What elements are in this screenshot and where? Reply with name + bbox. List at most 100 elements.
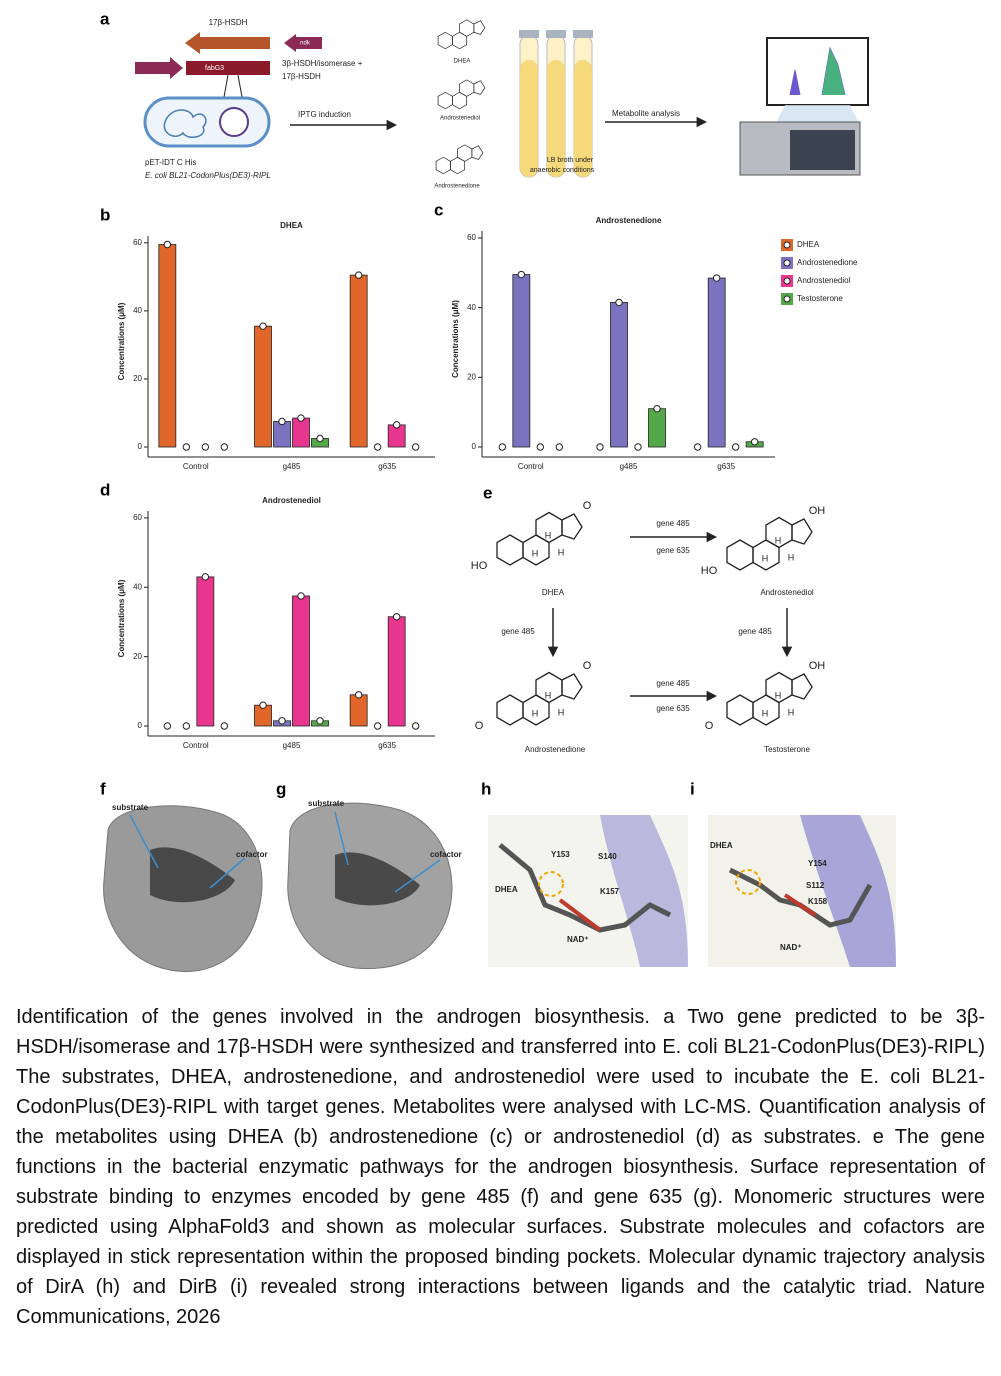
- point: [536, 443, 545, 451]
- arrow-label: gene 485: [656, 679, 690, 688]
- atom-label: H: [545, 690, 552, 700]
- bar: [648, 408, 666, 448]
- legend-marker: [783, 295, 791, 303]
- bar: [196, 576, 215, 727]
- point: [163, 722, 172, 730]
- molecule: [437, 19, 486, 50]
- ligand: [498, 843, 672, 933]
- pointer: [394, 859, 441, 893]
- structure-label: cofactor: [430, 850, 462, 859]
- bar: [387, 616, 406, 727]
- point: [316, 717, 324, 725]
- atom-label: HO: [471, 560, 488, 572]
- tube-fill: [547, 60, 565, 177]
- bar: [349, 694, 368, 727]
- atom-label: O: [583, 500, 592, 512]
- structure-panels: f substrate cofactor g substrate cofacto…: [100, 779, 896, 972]
- chart-title: Androstenediol: [262, 496, 321, 505]
- panel-letter: i: [690, 779, 695, 798]
- chart-title: DHEA: [280, 221, 303, 230]
- point: [555, 443, 564, 451]
- point: [498, 443, 507, 451]
- point: [634, 443, 642, 451]
- gene-label: fabG3: [205, 65, 224, 72]
- panel-letter: e: [483, 483, 492, 502]
- instrument-panel: [790, 130, 855, 170]
- point: [517, 270, 526, 279]
- residue-label: DHEA: [495, 885, 518, 894]
- y-tick-label: 20: [133, 374, 142, 383]
- structure-label: cofactor: [236, 850, 268, 859]
- molecule-label: Androstenediol: [760, 588, 814, 597]
- residue-label: Y154: [808, 859, 827, 868]
- point: [259, 701, 267, 709]
- point: [373, 722, 382, 730]
- atom-label: H: [558, 707, 565, 717]
- molecule: [496, 671, 583, 726]
- point: [653, 404, 661, 413]
- x-tick-label: g485: [283, 462, 301, 471]
- plasmid: [219, 107, 249, 137]
- pointer: [129, 814, 159, 869]
- ligand: [558, 898, 602, 932]
- highlight: [735, 869, 761, 895]
- atom-label: O: [583, 660, 592, 672]
- molecule: [726, 516, 813, 571]
- point: [220, 722, 229, 730]
- molecule-label: Androstenedione: [525, 745, 586, 754]
- point: [220, 443, 229, 451]
- chart: c Androstenedione Concentrations (μM) 0 20 40…: [434, 200, 858, 471]
- x-tick-label: g485: [620, 462, 638, 471]
- point: [201, 443, 210, 451]
- y-tick-label: 40: [133, 582, 142, 591]
- y-tick-label: 60: [467, 233, 476, 242]
- arrow-label: gene 485: [501, 627, 535, 636]
- panel-letter: a: [100, 9, 110, 28]
- point: [297, 414, 305, 422]
- point: [182, 722, 191, 730]
- residue-label: S140: [598, 852, 617, 861]
- tubes: [519, 30, 593, 178]
- atom-label: H: [558, 547, 565, 557]
- pointer: [209, 857, 246, 889]
- atom-label: OH: [809, 660, 826, 672]
- tube-fill: [520, 60, 538, 177]
- step-label: Metabolite analysis: [612, 109, 680, 118]
- pocket: [335, 852, 420, 906]
- x-tick-label: Control: [183, 462, 209, 471]
- bar: [610, 302, 628, 448]
- cell: [143, 96, 271, 148]
- panel-letter: f: [100, 779, 106, 798]
- molecule-label: Androstenediol: [440, 116, 480, 122]
- molecule: [437, 79, 486, 110]
- molecule: [496, 511, 583, 566]
- point: [731, 443, 740, 451]
- bar: [292, 417, 310, 448]
- point: [411, 722, 420, 730]
- step-label: IPTG induction: [298, 110, 351, 119]
- panel-letter: b: [100, 205, 110, 224]
- panel-letter: d: [100, 480, 110, 499]
- x-tick-label: g485: [283, 741, 301, 750]
- bar: [254, 325, 272, 448]
- molecule: [726, 671, 813, 726]
- point: [278, 417, 286, 426]
- arrow-label: gene 485: [656, 519, 690, 528]
- atom-label: H: [762, 708, 769, 718]
- vector-label: pET-IDT C His: [145, 158, 196, 167]
- highlight: [538, 871, 564, 897]
- atom-label: H: [532, 708, 539, 718]
- x-tick-label: g635: [378, 462, 396, 471]
- pointer: [334, 811, 349, 866]
- bar: [273, 421, 291, 448]
- gene-arrow: [185, 32, 270, 54]
- point: [750, 438, 759, 446]
- gene-label: ndk: [300, 41, 311, 47]
- atom-label: OH: [809, 505, 826, 517]
- y-axis-label: Concentrations (μM): [117, 579, 126, 657]
- residue-label: K158: [808, 897, 828, 906]
- monitor: [766, 37, 869, 106]
- tube-fill: [574, 60, 592, 177]
- panel-a: a 17β-HSDH ndk fabG3 3β-HSDH/isomerase +…: [100, 9, 869, 190]
